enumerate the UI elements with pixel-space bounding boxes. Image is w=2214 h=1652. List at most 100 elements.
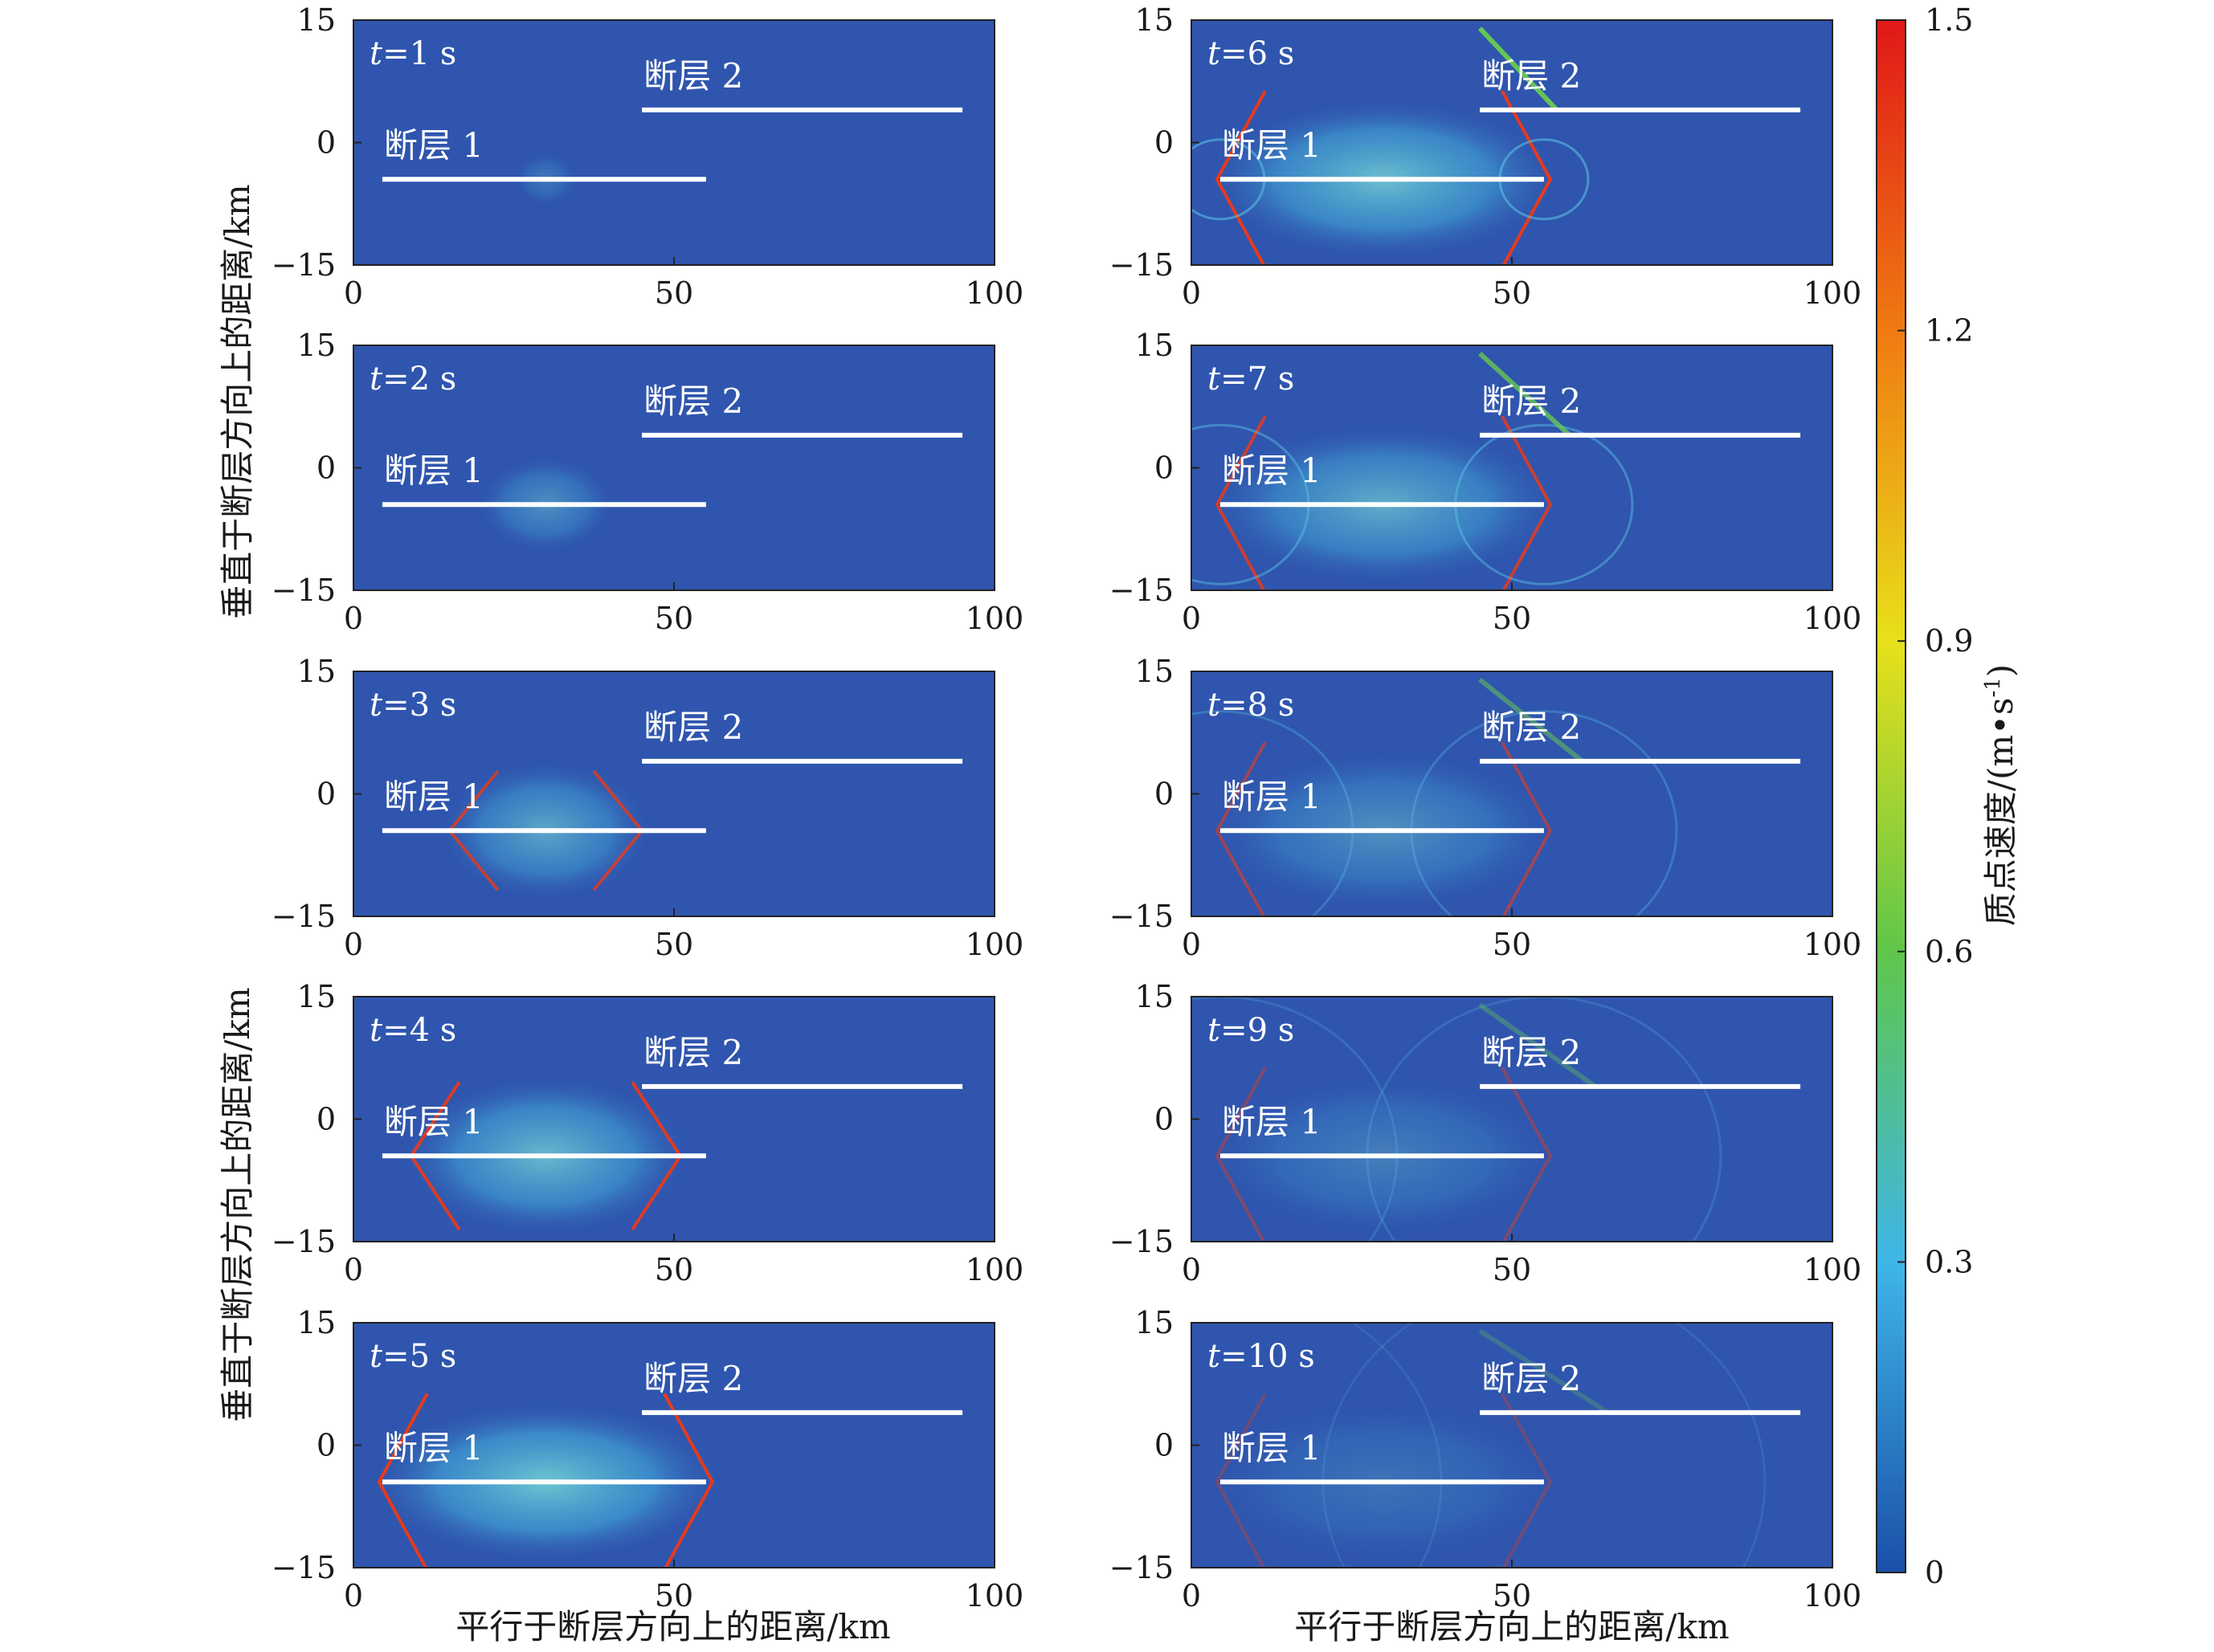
x-tick-label: 50 xyxy=(1493,927,1531,962)
fault-1-label: 断层 1 xyxy=(384,125,484,165)
x-tick-label: 0 xyxy=(344,601,363,636)
mach-front xyxy=(1501,90,1553,265)
time-label: t=7 s xyxy=(1207,361,1294,398)
fault-2-label: 断层 2 xyxy=(1481,1359,1581,1398)
mach-front xyxy=(663,1393,715,1568)
x-tick-label: 50 xyxy=(655,1252,693,1287)
fault-2-label: 断层 2 xyxy=(643,381,743,421)
x-tick-label: 0 xyxy=(344,1252,363,1287)
x-tick-label: 100 xyxy=(966,1252,1024,1287)
x-tick-label: 100 xyxy=(966,1578,1024,1613)
y-axis-label-upper: 垂直于断层方向上的距离/km xyxy=(218,184,257,618)
y-tick-label: 15 xyxy=(1135,2,1174,38)
mach-front xyxy=(377,1393,429,1568)
x-tick-label: 100 xyxy=(1803,1578,1862,1613)
x-tick-label: 50 xyxy=(1493,1578,1531,1613)
fault-2-label: 断层 2 xyxy=(643,1359,743,1398)
x-tick-label: 0 xyxy=(344,1578,363,1613)
fault-1-label: 断层 1 xyxy=(1222,451,1321,490)
x-tick-label: 100 xyxy=(1803,1252,1862,1287)
y-tick-label: −15 xyxy=(1109,1224,1174,1259)
x-tick-label: 100 xyxy=(966,927,1024,962)
y-tick-label: 0 xyxy=(1154,1102,1174,1137)
mach-front xyxy=(1501,1067,1553,1242)
x-tick-label: 100 xyxy=(1803,275,1862,311)
x-tick-label: 50 xyxy=(1493,601,1531,636)
mach-front xyxy=(1501,1393,1553,1568)
mach-front xyxy=(1215,90,1267,265)
y-tick-label: 0 xyxy=(1154,777,1174,812)
mach-front xyxy=(1215,1393,1267,1568)
y-tick-label: 0 xyxy=(317,1428,336,1463)
y-tick-label: 15 xyxy=(297,654,336,689)
y-tick-label: 0 xyxy=(1154,125,1174,161)
x-tick-label: 0 xyxy=(344,927,363,962)
fault-2-label: 断层 2 xyxy=(1481,56,1581,96)
triggered-front xyxy=(1478,677,1584,764)
y-tick-label: −15 xyxy=(272,1224,336,1259)
y-tick-label: 15 xyxy=(1135,328,1174,363)
time-label: t=3 s xyxy=(370,687,456,724)
x-tick-label: 0 xyxy=(1182,601,1201,636)
fault-2-label: 断层 2 xyxy=(1481,708,1581,747)
mach-front xyxy=(1215,741,1267,916)
time-label: t=10 s xyxy=(1207,1338,1315,1375)
triggered-front xyxy=(1478,351,1571,438)
fault-1-label: 断层 1 xyxy=(1222,1428,1321,1467)
x-tick-label: 0 xyxy=(344,275,363,311)
y-tick-label: 15 xyxy=(297,328,336,363)
colorbar-label: 质点速度/(m•s-1) xyxy=(1981,664,2020,926)
y-tick-label: −15 xyxy=(272,247,336,283)
y-tick-label: −15 xyxy=(272,1550,336,1585)
x-tick-label: 100 xyxy=(966,275,1024,311)
y-axis-label-lower: 垂直于断层方向上的距离/km xyxy=(218,987,257,1422)
y-tick-label: −15 xyxy=(272,573,336,608)
time-label: t=4 s xyxy=(370,1012,456,1049)
y-tick-label: 0 xyxy=(1154,1428,1174,1463)
mach-front xyxy=(1501,741,1553,916)
x-tick-label: 50 xyxy=(1493,275,1531,311)
x-tick-label: 0 xyxy=(1182,275,1201,311)
mach-front xyxy=(1215,1067,1267,1242)
y-tick-label: 0 xyxy=(317,777,336,812)
colorbar-tick-label: 0.3 xyxy=(1925,1244,1973,1279)
y-tick-label: −15 xyxy=(1109,573,1174,608)
time-label: t=2 s xyxy=(370,361,456,398)
panel-background xyxy=(353,20,995,265)
fault-1-label: 断层 1 xyxy=(384,1102,484,1141)
x-tick-label: 100 xyxy=(1803,927,1862,962)
fault-1-label: 断层 1 xyxy=(1222,777,1321,816)
colorbar-tick-label: 1.5 xyxy=(1925,2,1973,38)
y-tick-label: −15 xyxy=(1109,899,1174,934)
y-tick-label: −15 xyxy=(1109,1550,1174,1585)
fault-2-label: 断层 2 xyxy=(1481,381,1581,421)
y-tick-label: 0 xyxy=(317,125,336,161)
colorbar-tick-label: 0.6 xyxy=(1925,934,1973,969)
x-axis-label-left: 平行于断层方向上的距离/km xyxy=(455,1607,890,1646)
x-tick-label: 0 xyxy=(1182,1578,1201,1613)
fault-2-label: 断层 2 xyxy=(643,56,743,96)
x-tick-label: 50 xyxy=(655,275,693,311)
colorbar-gradient xyxy=(1876,19,1906,1573)
y-tick-label: −15 xyxy=(1109,247,1174,283)
time-label: t=5 s xyxy=(370,1338,456,1375)
time-label: t=9 s xyxy=(1207,1012,1294,1049)
fault-1-label: 断层 1 xyxy=(1222,125,1321,165)
y-tick-label: 15 xyxy=(1135,654,1174,689)
colorbar-tick-label: 0 xyxy=(1925,1555,1944,1590)
x-axis-labels: 平行于断层方向上的距离/km 平行于断层方向上的距离/km xyxy=(455,1607,1729,1646)
time-label: t=8 s xyxy=(1207,687,1294,724)
triggered-front xyxy=(1478,1328,1610,1415)
fault-1-label: 断层 1 xyxy=(384,451,484,490)
